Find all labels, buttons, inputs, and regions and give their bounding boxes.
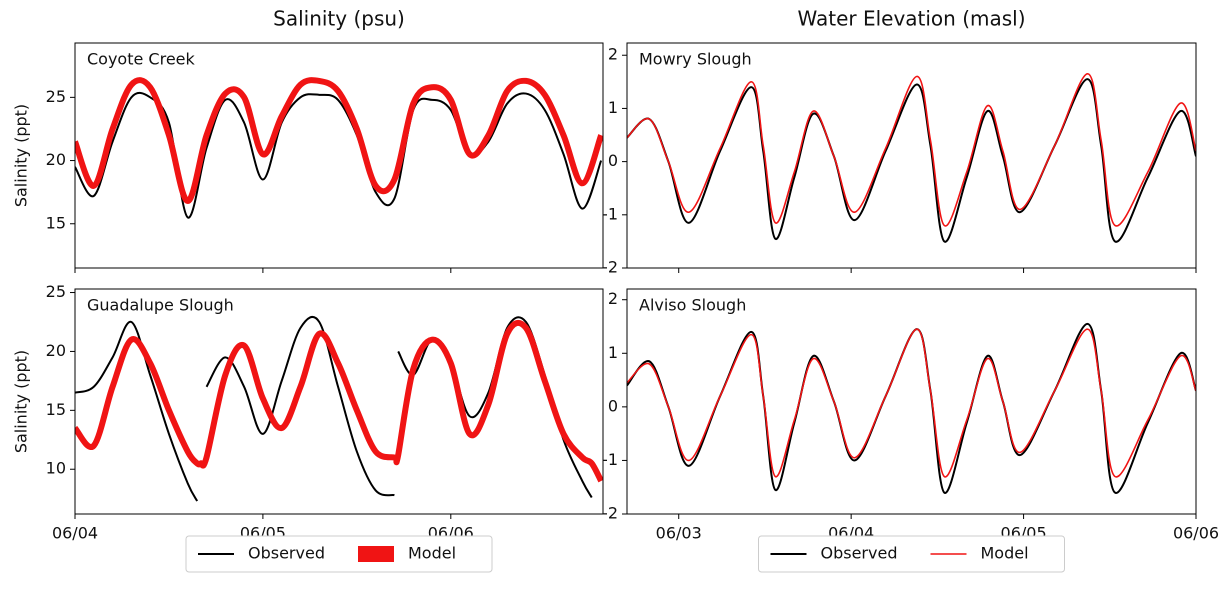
y-tick-label: -1: [602, 450, 618, 469]
legend-label: Model: [981, 544, 1029, 563]
legend-box: [758, 535, 1065, 573]
y-tick-label: 15: [46, 400, 66, 419]
x-tick-label: 06/04: [52, 524, 98, 543]
plot-frame: [626, 42, 1197, 269]
plot-frame: [74, 288, 604, 515]
y-tick-label: 1: [608, 98, 618, 117]
series-line: [75, 92, 603, 219]
y-tick-label: 2: [608, 289, 618, 308]
legend-label: Observed: [821, 544, 898, 563]
series-line: [627, 73, 1196, 227]
legend-swatch: [358, 546, 394, 562]
y-tick-label: -1: [602, 204, 618, 223]
panel-title: Water Elevation (masl): [797, 7, 1025, 31]
station-label: Guadalupe Slough: [87, 296, 234, 315]
plot-frame: [74, 42, 604, 269]
y-tick-label: 10: [46, 459, 66, 478]
station-label: Mowry Slough: [639, 50, 752, 69]
y-tick-label: 20: [46, 341, 66, 360]
x-tick-label: 06/06: [1173, 524, 1219, 543]
legend-box: [185, 535, 493, 573]
y-tick-label: -2: [602, 504, 618, 523]
y-tick-label: 2: [608, 45, 618, 64]
station-label: Coyote Creek: [87, 50, 196, 69]
y-tick-label: 15: [46, 213, 66, 232]
y-axis-label: Salinity (ppt): [12, 350, 31, 453]
series-line: [75, 315, 593, 502]
y-tick-label: 25: [46, 282, 66, 301]
station-label: Alviso Slough: [639, 296, 746, 315]
y-axis-label: Salinity (ppt): [12, 104, 31, 207]
y-tick-label: 0: [608, 151, 618, 170]
panel-title: Salinity (psu): [273, 7, 405, 31]
legend-label: Observed: [248, 544, 325, 563]
legend-label: Model: [408, 544, 456, 563]
series-line: [627, 328, 1196, 478]
y-tick-label: -2: [602, 258, 618, 277]
y-tick-label: 20: [46, 150, 66, 169]
x-tick-label: 06/03: [656, 524, 702, 543]
y-tick-label: 0: [608, 396, 618, 415]
y-tick-label: 1: [608, 343, 618, 362]
y-tick-label: 25: [46, 87, 66, 106]
plot-frame: [626, 288, 1197, 515]
series-line: [75, 77, 603, 205]
series-line: [75, 319, 603, 483]
